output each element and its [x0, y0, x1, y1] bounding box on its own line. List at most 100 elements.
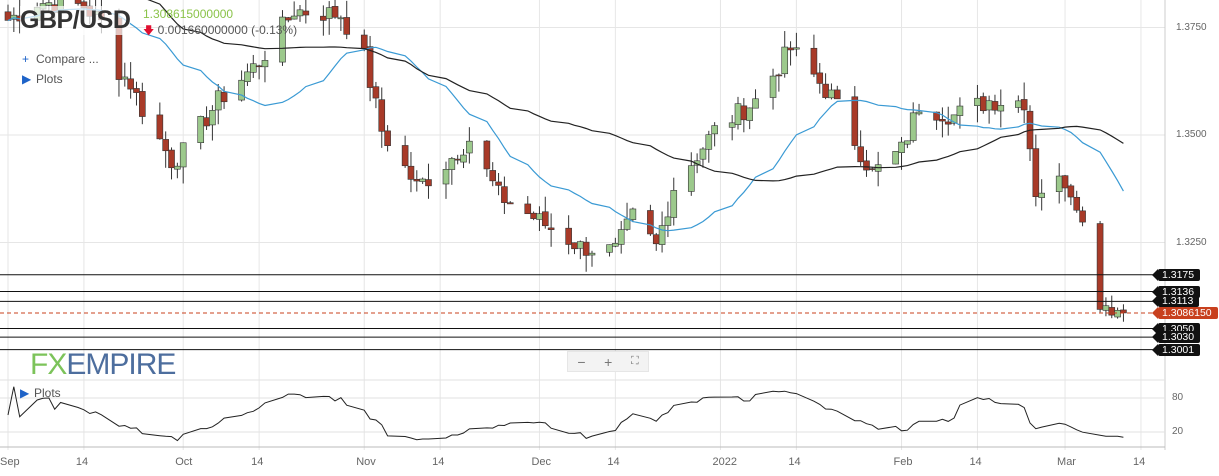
candle-up — [442, 169, 450, 185]
x-tick-label: 14 — [251, 456, 264, 468]
candle-down — [933, 111, 940, 121]
candle-down — [1032, 148, 1040, 197]
candle-up — [448, 158, 456, 170]
candle-down — [366, 46, 374, 88]
rsi-line — [7, 386, 1124, 442]
candle-down — [822, 83, 829, 98]
fullscreen-button[interactable]: ⛶ — [630, 355, 639, 367]
x-tick-label: Dec — [531, 456, 551, 468]
candle-down — [1073, 196, 1081, 211]
change-value: 0.001660000000 (-0.13%) — [157, 23, 298, 37]
candle-up — [915, 111, 923, 115]
candle-down — [979, 96, 987, 112]
candle-down — [833, 89, 841, 100]
candle-up — [1114, 310, 1121, 318]
candle-up — [261, 60, 269, 68]
candle-up — [828, 89, 835, 99]
candle-down — [787, 47, 794, 51]
logo-fx: FX — [30, 348, 67, 381]
candle-up — [325, 7, 333, 19]
candle-down — [647, 210, 654, 235]
sma-fast-line — [7, 8, 1124, 232]
candle-down — [162, 139, 169, 152]
candle-down — [495, 181, 502, 186]
candle-up — [1038, 192, 1045, 198]
x-tick-label: Mar — [1057, 456, 1076, 468]
candle-up — [606, 244, 613, 253]
candle-down — [506, 202, 514, 205]
candle-down — [483, 140, 491, 170]
candle-down — [652, 234, 660, 245]
candle-up — [699, 148, 707, 160]
candle-up — [793, 47, 800, 50]
candle-down — [133, 88, 140, 93]
candle-down — [571, 242, 578, 250]
y-tick-label: 1.3750 — [1176, 21, 1207, 33]
candle-up — [997, 105, 1005, 112]
candle-up — [1102, 305, 1110, 311]
candle-up — [664, 216, 672, 226]
x-tick-label: 14 — [432, 456, 445, 468]
x-tick-label: 14 — [607, 456, 620, 468]
zoom-out-button[interactable]: − — [577, 353, 586, 370]
level-tag: 1.3113 — [1151, 295, 1200, 308]
plots-button[interactable]: ▶ Plots — [22, 72, 63, 86]
x-tick-label: Nov — [356, 456, 376, 468]
candle-down — [582, 241, 590, 256]
level-tag: 1.3001 — [1151, 343, 1201, 356]
rsi-axis-20: 20 — [1172, 426, 1184, 437]
candle-down — [384, 130, 391, 146]
candle-up — [892, 151, 899, 165]
candle-down — [372, 86, 380, 99]
x-tick-label: Feb — [893, 456, 913, 468]
y-tick-label: 1.3500 — [1176, 129, 1207, 140]
candle-down — [530, 212, 537, 219]
symbol-title: GBP/USD — [20, 6, 131, 35]
x-tick-label: 14 — [969, 456, 982, 468]
x-tick-label: 2022 — [712, 456, 737, 468]
candle-down — [524, 203, 532, 215]
candle-up — [179, 142, 187, 168]
candle-up — [460, 154, 467, 163]
candle-down — [869, 168, 876, 170]
candle-down — [1096, 223, 1104, 310]
candle-up — [238, 79, 245, 101]
zoom-in-button[interactable]: + — [604, 353, 613, 370]
candle-down — [565, 227, 572, 245]
candle-up — [956, 105, 964, 116]
candle-down — [360, 34, 368, 49]
candle-up — [974, 97, 981, 106]
candle-down — [541, 211, 549, 227]
lower-plots-label: Plots — [34, 386, 61, 400]
candle-up — [279, 16, 286, 63]
candle-down — [331, 6, 339, 18]
candle-up — [121, 76, 129, 80]
candle-up — [746, 107, 753, 121]
current-price-tag: 1.3086150 — [1152, 306, 1218, 319]
zoom-controls: − + ⛶ — [567, 351, 649, 372]
candle-up — [985, 100, 993, 111]
plots-label: Plots — [36, 72, 63, 86]
candle-down — [816, 72, 824, 84]
compare-label: Compare ... — [36, 52, 99, 66]
candle-down — [939, 119, 946, 122]
compare-button[interactable]: + Compare ... — [22, 52, 99, 66]
candle-down — [740, 105, 748, 121]
candle-down — [501, 186, 508, 203]
x-tick-label: 14 — [75, 456, 89, 468]
candle-down — [489, 170, 497, 182]
candle-down — [1020, 99, 1028, 111]
candle-down — [413, 178, 421, 182]
candle-up — [781, 46, 789, 75]
lower-plots-button[interactable]: ▶ Plots — [20, 386, 61, 400]
candle-up — [577, 241, 584, 249]
candle-up — [588, 252, 596, 256]
candle-down — [220, 91, 228, 103]
candle-up — [617, 229, 625, 245]
candle-up — [623, 218, 631, 230]
price-change: 🡇 0.001660000000 (-0.13%) — [143, 22, 297, 41]
candle-up — [536, 213, 543, 220]
candle-down — [857, 146, 864, 163]
candle-down — [378, 99, 386, 132]
